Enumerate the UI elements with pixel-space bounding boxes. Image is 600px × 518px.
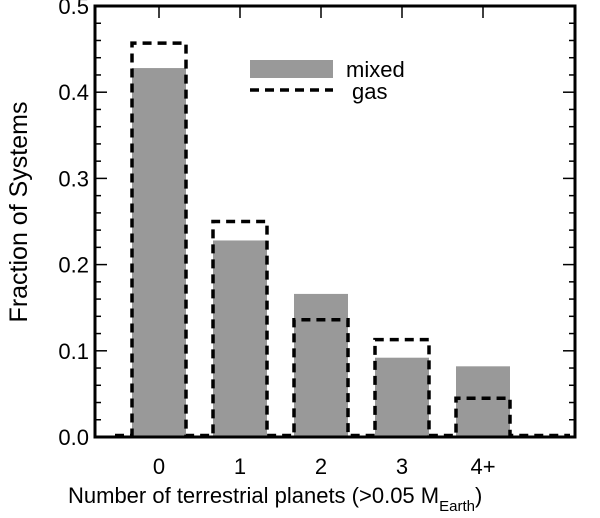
x-tick-label: 1 (234, 454, 246, 479)
mixed-bar (213, 240, 267, 437)
x-tick-label: 2 (315, 454, 327, 479)
y-tick-label: 0.3 (58, 166, 89, 191)
y-tick-label: 0.2 (58, 253, 89, 278)
x-axis-label-suffix: ) (475, 483, 482, 508)
gas-outline (115, 41, 570, 438)
gas-step-line (115, 41, 570, 438)
legend-mixed-label: mixed (346, 57, 405, 82)
x-axis-label: Number of terrestrial planets (>0.05 MEa… (68, 483, 482, 515)
legend-gas-label: gas (352, 79, 387, 104)
mixed-bars (132, 68, 510, 438)
mixed-bar (375, 357, 429, 437)
legend: mixed gas (250, 57, 405, 104)
y-axis-label: Fraction of Systems (5, 102, 33, 323)
mixed-bar (294, 293, 348, 437)
y-tick-label: 0.0 (58, 425, 89, 450)
y-tick-label: 0.1 (58, 339, 89, 364)
mixed-bar (456, 366, 510, 437)
y-tick-label: 0.4 (58, 80, 89, 105)
x-axis-label-main: Number of terrestrial planets (>0.05 M (68, 483, 439, 508)
legend-mixed-swatch (250, 60, 333, 78)
y-tick-label: 0.5 (58, 0, 89, 19)
x-tick-label: 0 (153, 454, 165, 479)
tick-labels: 0.0 0.1 0.2 0.3 0.4 0.5 0 1 2 3 4+ (58, 0, 495, 479)
x-tick-label: 4+ (470, 454, 495, 479)
x-tick-label: 3 (396, 454, 408, 479)
plot-frame (93, 4, 577, 439)
mixed-bar (132, 68, 186, 438)
x-axis-label-subscript: Earth (439, 498, 475, 515)
